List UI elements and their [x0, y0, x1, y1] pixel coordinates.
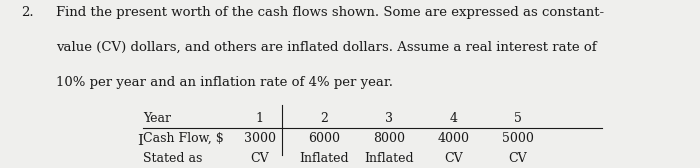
Text: CV: CV [251, 152, 269, 165]
Text: 5: 5 [514, 112, 522, 125]
Text: value (CV) dollars, and others are inflated dollars. Assume a real interest rate: value (CV) dollars, and others are infla… [56, 41, 597, 54]
Text: CV: CV [444, 152, 463, 165]
Text: Stated as: Stated as [144, 152, 203, 165]
Text: Inflated: Inflated [364, 152, 414, 165]
Text: 5000: 5000 [502, 132, 533, 144]
Text: 3: 3 [385, 112, 393, 125]
Text: 6000: 6000 [308, 132, 340, 144]
Text: 3000: 3000 [244, 132, 276, 144]
Text: 2: 2 [320, 112, 328, 125]
Text: 1: 1 [256, 112, 264, 125]
Text: 2.: 2. [21, 6, 34, 19]
Text: 8000: 8000 [372, 132, 405, 144]
Text: Inflated: Inflated [300, 152, 349, 165]
Text: Cash Flow, $: Cash Flow, $ [144, 132, 224, 144]
Text: Find the present worth of the cash flows shown. Some are expressed as constant-: Find the present worth of the cash flows… [56, 6, 604, 19]
Text: Year: Year [144, 112, 172, 125]
Text: I: I [137, 134, 144, 148]
Text: 4: 4 [449, 112, 457, 125]
Text: 4000: 4000 [438, 132, 469, 144]
Text: CV: CV [508, 152, 527, 165]
Text: 10% per year and an inflation rate of 4% per year.: 10% per year and an inflation rate of 4%… [56, 76, 393, 89]
